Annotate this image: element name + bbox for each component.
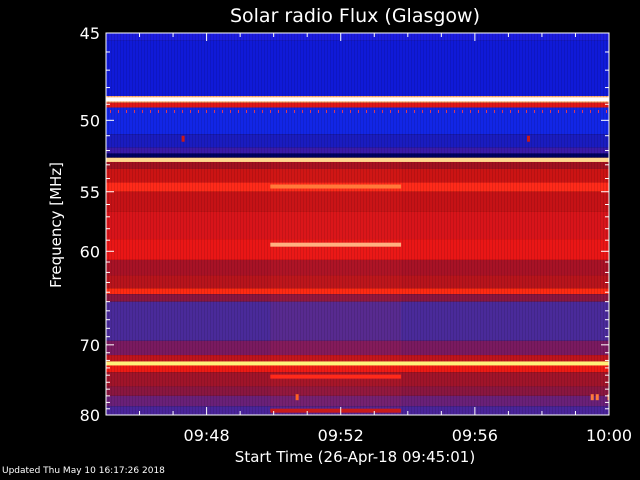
x-tick-label: 09:56	[452, 426, 498, 445]
interference-tick	[342, 109, 343, 113]
bright-line	[106, 157, 609, 162]
interference-tick	[358, 109, 359, 113]
interference-tick	[462, 109, 463, 113]
interference-tick	[454, 109, 455, 113]
plot-frame	[105, 32, 610, 416]
interference-tick	[494, 109, 495, 113]
interference-tick	[262, 109, 263, 113]
x-axis-label: Start Time (26-Apr-18 09:45:01)	[235, 448, 475, 466]
signal-dot	[527, 135, 531, 142]
interference-tick	[334, 109, 335, 113]
y-tick-label: 55	[80, 183, 100, 202]
signal-burst	[270, 374, 402, 379]
streak-texture	[106, 33, 609, 415]
interference-tick	[582, 109, 583, 113]
interference-tick	[590, 109, 591, 113]
y-tick-label: 45	[80, 24, 100, 43]
interference-tick	[550, 109, 551, 113]
interference-tick	[422, 109, 423, 113]
interference-tick	[430, 109, 431, 113]
interference-tick	[542, 109, 543, 113]
interference-tick	[566, 109, 567, 113]
signal-burst	[270, 408, 402, 413]
axes: 45 50 55 60 70 80 09:48 09:52 09:56 10:00	[80, 24, 632, 445]
interference-tick	[158, 109, 159, 113]
interference-tick	[278, 109, 279, 113]
interference-tick	[374, 109, 375, 113]
signal-dot	[590, 394, 594, 401]
interference-tick	[254, 109, 255, 113]
interference-tick	[382, 109, 383, 113]
interference-tick	[598, 109, 599, 113]
updated-timestamp: Updated Thu May 10 16:17:26 2018	[2, 466, 165, 476]
interference-tick	[486, 109, 487, 113]
interference-tick	[126, 109, 127, 113]
interference-tick	[294, 109, 295, 113]
y-axis-label: Frequency [MHz]	[47, 162, 65, 288]
interference-tick	[390, 109, 391, 113]
interference-tick	[270, 109, 271, 113]
interference-tick	[502, 109, 503, 113]
signal-dot	[181, 135, 185, 142]
interference-tick	[134, 109, 135, 113]
x-tick-label: 10:00	[586, 426, 632, 445]
y-tick-label: 80	[80, 406, 100, 425]
interference-tick	[414, 109, 415, 113]
chart-title: Solar radio Flux (Glasgow)	[230, 5, 480, 27]
interference-tick	[518, 109, 519, 113]
interference-tick	[110, 109, 111, 113]
interference-tick	[190, 109, 191, 113]
plot-area	[106, 33, 609, 415]
signal-burst	[270, 242, 402, 247]
interference-tick	[398, 109, 399, 113]
interference-tick	[182, 109, 183, 113]
signal-dot	[595, 394, 599, 401]
interference-tick	[286, 109, 287, 113]
interference-tick	[174, 109, 175, 113]
signal-dot	[607, 394, 609, 401]
interference-tick	[206, 109, 207, 113]
interference-tick	[238, 109, 239, 113]
interference-tick	[222, 109, 223, 113]
x-tick-label: 09:48	[184, 426, 230, 445]
signal-burst	[270, 184, 402, 189]
interference-tick	[246, 109, 247, 113]
y-tick-label: 70	[80, 336, 100, 355]
interference-tick	[214, 109, 215, 113]
interference-tick	[118, 109, 119, 113]
interference-tick	[166, 109, 167, 113]
interference-tick	[574, 109, 575, 113]
interference-tick	[198, 109, 199, 113]
bright-line	[106, 97, 609, 102]
interference-tick	[406, 109, 407, 113]
interference-tick	[230, 109, 231, 113]
interference-tick	[446, 109, 447, 113]
interference-tick	[326, 109, 327, 113]
interference-tick	[318, 109, 319, 113]
bright-line	[106, 361, 609, 366]
interference-tick	[350, 109, 351, 113]
interference-tick	[606, 109, 607, 113]
interference-tick	[150, 109, 151, 113]
interference-tick	[526, 109, 527, 113]
interference-tick	[534, 109, 535, 113]
interference-tick	[366, 109, 367, 113]
y-tick-label: 60	[80, 242, 100, 261]
x-tick-label: 09:52	[318, 426, 364, 445]
interference-tick	[438, 109, 439, 113]
signal-dot	[295, 394, 299, 401]
interference-tick	[558, 109, 559, 113]
interference-tick	[302, 109, 303, 113]
interference-tick	[510, 109, 511, 113]
interference-tick	[142, 109, 143, 113]
interference-tick	[470, 109, 471, 113]
y-tick-label: 50	[80, 111, 100, 130]
interference-tick	[310, 109, 311, 113]
interference-tick	[478, 109, 479, 113]
